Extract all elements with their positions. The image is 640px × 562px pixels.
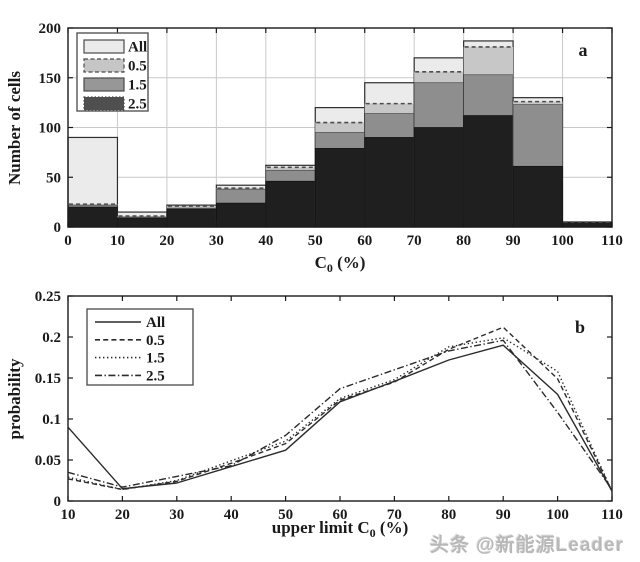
bar-2_5 <box>166 208 217 228</box>
bar-2_5 <box>216 202 267 228</box>
legend-b-box <box>86 308 194 386</box>
x-tick-label: 100 <box>546 507 569 523</box>
panel-b-ylabel: probability <box>5 358 24 439</box>
legend-b-label: 1.5 <box>146 351 165 367</box>
bar-2_5 <box>364 137 415 228</box>
x-tick-label: 50 <box>278 507 293 523</box>
line-series-1.5 <box>67 337 613 492</box>
legend-a-swatch-1.5 <box>83 77 125 92</box>
x-tick-label: 90 <box>496 507 511 523</box>
xlabel-a-main: C <box>315 253 327 272</box>
x-tick-label: 20 <box>115 507 130 523</box>
legend-a-swatch-0.5 <box>83 58 125 73</box>
panel-b-tick-marks <box>67 295 613 502</box>
legend-a-label: All <box>128 40 147 56</box>
y-tick-label: 0.1 <box>42 412 61 428</box>
x-tick-label: 40 <box>224 507 239 523</box>
bar-2_5 <box>67 206 118 228</box>
bar-2_5 <box>117 217 168 228</box>
watermark-text: 头条 @新能源Leader <box>429 535 624 556</box>
x-tick-label: 10 <box>110 233 125 249</box>
xlabel-a-subscript: 0 <box>327 261 333 275</box>
y-tick-label: 0.25 <box>35 289 61 305</box>
x-tick-label: 60 <box>333 507 348 523</box>
xlabel-b-main: upper limit C <box>272 518 370 537</box>
bar-2_5 <box>265 180 316 228</box>
x-tick-label: 80 <box>441 507 456 523</box>
panel-b-legend: All 0.5 1.52.5 <box>86 308 194 386</box>
y-tick-label: 0 <box>54 494 62 510</box>
bar-2_5 <box>512 165 563 228</box>
x-tick-label: 0 <box>64 233 72 249</box>
panel-b-lines <box>67 326 613 492</box>
bar-2_5 <box>413 127 464 228</box>
xlabel-b-unit: (%) <box>376 518 409 537</box>
bar-2_5 <box>463 115 514 228</box>
y-tick-label: 0.05 <box>35 453 61 469</box>
y-tick-label: 50 <box>46 170 61 186</box>
panel-b-xlabel: upper limit C0 (%) <box>272 518 409 540</box>
legend-a-swatch-2.5 <box>83 96 125 111</box>
x-tick-label: 110 <box>601 233 623 249</box>
x-tick-label: 50 <box>308 233 323 249</box>
panel-a-xlabel: C0 (%) <box>315 253 366 275</box>
watermark: 头条 @新能源Leader <box>430 530 624 557</box>
panel-b-line-plot: 10 20 30 40 50 60 70 80 90 100 110 0 0.05 0.1 0.15 0.2 0… <box>5 289 623 540</box>
legend-a-swatch-All <box>83 39 125 54</box>
panel-a-tick-marks <box>67 27 613 228</box>
panel-b-tick-labels: 10 20 30 40 50 60 70 80 90 100 110 0 0.05 0.1 0.15 0.2 0… <box>35 289 623 523</box>
panel-b-letter: b <box>575 317 585 337</box>
y-tick-label: 100 <box>39 121 62 137</box>
x-tick-label: 10 <box>61 507 76 523</box>
panel-a-ylabel: Number of cells <box>5 71 24 185</box>
x-tick-label: 30 <box>209 233 224 249</box>
y-tick-label: 150 <box>39 71 62 87</box>
legend-a-label: 2.5 <box>128 97 147 113</box>
xlabel-a-unit: (%) <box>333 253 366 272</box>
y-tick-label: 200 <box>39 21 62 37</box>
x-tick-label: 80 <box>456 233 471 249</box>
legend-b-label: All <box>146 315 165 331</box>
x-tick-label: 90 <box>506 233 521 249</box>
y-tick-label: 0 <box>54 220 62 236</box>
x-tick-label: 60 <box>357 233 372 249</box>
y-tick-label: 0.15 <box>35 371 61 387</box>
line-series-2.5 <box>67 339 613 490</box>
bar-2_5 <box>314 148 366 228</box>
xlabel-b-subscript: 0 <box>370 526 376 540</box>
x-tick-label: 20 <box>159 233 174 249</box>
x-tick-label: 40 <box>258 233 273 249</box>
panel-a-histogram: 0 10 20 30 40 50 60 70 80 90 100 110 0 50 100 150 200 Nu… <box>5 21 623 275</box>
y-tick-label: 0.2 <box>42 330 61 346</box>
line-series-All <box>67 344 613 492</box>
legend-a-label: 0.5 <box>128 59 147 75</box>
x-tick-label: 30 <box>169 507 184 523</box>
x-tick-label: 110 <box>601 507 623 523</box>
x-tick-label: 70 <box>387 507 402 523</box>
panel-a-legend: All 0.5 1.5 2.5 <box>76 32 149 113</box>
panel-a-letter: a <box>579 40 588 60</box>
x-tick-label: 70 <box>407 233 422 249</box>
x-tick-label: 100 <box>551 233 574 249</box>
panel-a-bars <box>67 40 613 228</box>
legend-a-label: 1.5 <box>128 78 147 94</box>
panel-a-tick-labels: 0 10 20 30 40 50 60 70 80 90 100 110 0 50 100 150 200 <box>39 21 623 249</box>
legend-b-label: 0.5 <box>146 333 165 349</box>
legend-b-label: 2.5 <box>146 368 165 384</box>
